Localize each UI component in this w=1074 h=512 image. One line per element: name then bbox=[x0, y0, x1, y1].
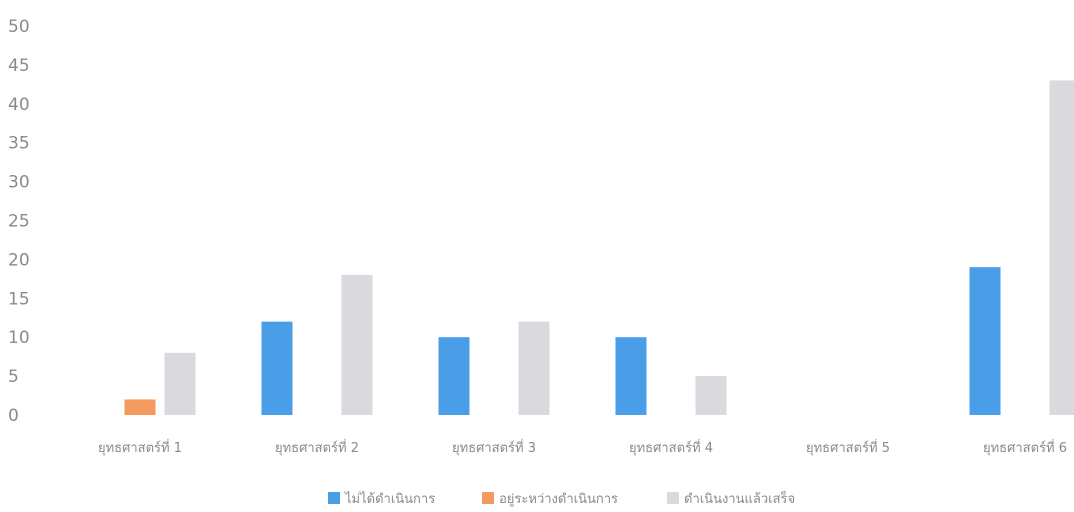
x-axis: ยุทธศาสตร์ที่ 1 ยุทธศาสตร์ที่ 2 ยุทธศาสตร์… bbox=[98, 439, 1067, 456]
y-tick-label: 20 bbox=[8, 250, 30, 270]
category-label: ยุทธศาสตร์ที่ 1 bbox=[98, 439, 182, 456]
category-label: ยุทธศาสตร์ที่ 5 bbox=[806, 439, 890, 456]
legend-swatch bbox=[667, 492, 679, 504]
legend-swatch bbox=[482, 492, 494, 504]
legend-item: อยู่ระหว่างดำเนินการ bbox=[482, 492, 618, 507]
y-tick-label: 35 bbox=[8, 134, 30, 154]
bars bbox=[124, 80, 1074, 416]
y-axis: 0 5 10 15 20 25 30 35 40 45 50 bbox=[8, 17, 30, 426]
bar-series-1 bbox=[615, 337, 647, 415]
y-tick-label: 0 bbox=[8, 406, 19, 426]
y-tick-label: 30 bbox=[8, 173, 30, 193]
category-label: ยุทธศาสตร์ที่ 6 bbox=[983, 439, 1067, 456]
legend-label: อยู่ระหว่างดำเนินการ bbox=[499, 492, 618, 507]
bar-series-3 bbox=[164, 352, 196, 415]
y-tick-label: 45 bbox=[8, 56, 30, 76]
bar-series-3 bbox=[341, 274, 373, 415]
category-label: ยุทธศาสตร์ที่ 3 bbox=[452, 439, 536, 456]
legend-item: ไม่ได้ดำเนินการ bbox=[328, 491, 435, 507]
y-tick-label: 40 bbox=[8, 95, 30, 115]
bar-series-1 bbox=[261, 321, 293, 415]
legend-label: ไม่ได้ดำเนินการ bbox=[344, 491, 435, 507]
category-label: ยุทธศาสตร์ที่ 2 bbox=[275, 439, 359, 456]
legend-label: ดำเนินงานแล้วเสร็จ bbox=[684, 489, 795, 507]
legend: ไม่ได้ดำเนินการ อยู่ระหว่างดำเนินการ ดำเนิ… bbox=[328, 489, 795, 507]
y-tick-label: 50 bbox=[8, 17, 30, 37]
bar-series-1 bbox=[969, 267, 1001, 415]
bar-series-3 bbox=[1049, 80, 1074, 416]
bar-series-1 bbox=[438, 337, 470, 415]
y-tick-label: 5 bbox=[8, 367, 19, 387]
y-tick-label: 25 bbox=[8, 212, 30, 232]
y-tick-label: 15 bbox=[8, 289, 30, 309]
bar-series-3 bbox=[518, 321, 550, 415]
bar-series-3 bbox=[695, 376, 727, 415]
legend-item: ดำเนินงานแล้วเสร็จ bbox=[667, 489, 795, 507]
y-tick-label: 10 bbox=[8, 328, 30, 348]
legend-swatch bbox=[328, 492, 340, 504]
category-label: ยุทธศาสตร์ที่ 4 bbox=[629, 439, 713, 456]
bar-series-2 bbox=[124, 399, 156, 415]
